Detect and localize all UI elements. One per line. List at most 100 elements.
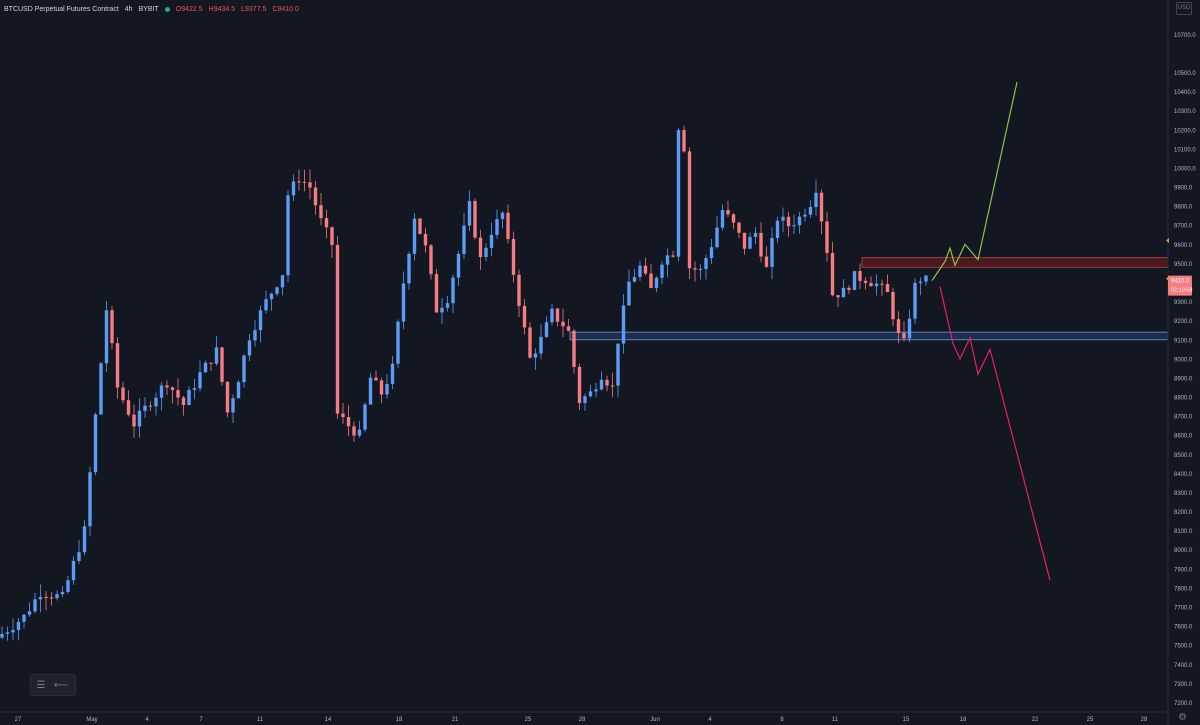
candle-body: [341, 413, 345, 418]
candle-body: [49, 597, 54, 599]
candle-body: [693, 268, 697, 270]
candle-body: [418, 218, 422, 234]
candle-body: [71, 560, 76, 581]
countdown-value: 02:10:58: [1171, 288, 1192, 294]
price-tick-label: 9200.0: [1174, 319, 1193, 325]
candle-body: [671, 255, 675, 257]
candle-body: [390, 363, 395, 384]
candle-body: [236, 382, 241, 399]
candle-body: [847, 287, 851, 290]
arrow-left-icon[interactable]: ⟵: [53, 679, 69, 691]
time-tick-label: 8: [780, 717, 784, 723]
candle-body: [33, 599, 37, 612]
candle-body: [401, 283, 406, 322]
last-price-box: [1168, 275, 1192, 296]
candle-body: [297, 181, 301, 183]
time-tick-label: 27: [15, 717, 22, 723]
candle-body: [797, 216, 802, 226]
candle-body: [698, 269, 703, 271]
price-tick-label: 9700.0: [1174, 224, 1193, 230]
candle-body: [363, 404, 367, 430]
candle-body: [841, 287, 846, 298]
candle-body: [555, 308, 560, 322]
price-tick-label: 7400.0: [1174, 663, 1193, 669]
candle-body: [55, 594, 59, 599]
price-tick-label: 8100.0: [1174, 529, 1193, 535]
time-tick-label: 14: [325, 717, 332, 723]
candle-body: [440, 307, 444, 313]
candle-body: [819, 192, 824, 222]
price-tick-label: 9900.0: [1174, 186, 1193, 192]
candle-body: [726, 210, 730, 215]
candle-body: [594, 389, 598, 392]
candle-body: [836, 295, 840, 298]
time-tick-label: 18: [396, 717, 403, 723]
price-tick-label: 9800.0: [1174, 205, 1193, 211]
candle-body: [495, 219, 499, 235]
candle-body: [522, 305, 527, 328]
price-tick-label: 7200.0: [1174, 701, 1193, 707]
candle-body: [632, 277, 637, 282]
candle-body: [462, 225, 466, 254]
time-axis: 27 May 4 7 11 14 18 21 25 28 Jun 4 8 11 15 18 22 25 28: [0, 711, 1168, 723]
candle-body: [572, 330, 576, 367]
candle-body: [660, 264, 664, 278]
candle-body: [577, 366, 582, 404]
candle-body: [115, 343, 120, 388]
candle-body: [423, 233, 428, 246]
candle-body: [500, 212, 505, 220]
candle-body: [610, 385, 615, 387]
candle-body: [385, 383, 389, 395]
candle-body: [605, 379, 609, 386]
candle-body: [104, 310, 109, 364]
candle-body: [759, 232, 763, 257]
price-tick-label: 10100.0: [1174, 147, 1196, 153]
bearish-projection-line: [939, 286, 1051, 581]
candle-body: [709, 247, 714, 259]
candle-body: [588, 391, 593, 397]
candle-body: [44, 596, 48, 598]
candle-body: [484, 247, 488, 258]
gear-icon[interactable]: ⚙: [1178, 712, 1187, 723]
candle-body: [566, 326, 571, 331]
candle-body: [874, 283, 879, 287]
time-tick-label: 21: [452, 717, 459, 723]
candle-body: [506, 212, 510, 240]
candle-body: [187, 389, 191, 406]
chart-legend: BTCUSD Perpetual Futures Contract 4h BYB…: [4, 2, 299, 16]
close-value: C9410.0: [272, 5, 299, 13]
candle-body: [869, 283, 873, 287]
candle-body: [770, 238, 774, 267]
candle-body: [346, 417, 351, 427]
candle-body: [803, 214, 807, 217]
candle-body: [181, 397, 186, 406]
candle-body: [121, 387, 125, 401]
currency-badge[interactable]: USD: [1176, 2, 1192, 15]
candle-body: [830, 253, 835, 296]
candle-body: [275, 287, 279, 294]
time-tick-label: 28: [579, 717, 586, 723]
price-tick-label: 9100.0: [1174, 338, 1193, 344]
candle-body: [720, 210, 725, 228]
candle-body: [775, 220, 780, 239]
low-value: L9377.5: [241, 5, 267, 13]
price-tick-label: 8700.0: [1174, 415, 1193, 421]
candle-body: [880, 283, 884, 285]
candle-body: [27, 611, 32, 615]
candle-body: [825, 221, 829, 254]
price-tick-label: 9300.0: [1174, 300, 1193, 306]
candle-body: [148, 405, 153, 407]
candle-body: [319, 205, 323, 219]
candle-body: [467, 201, 472, 226]
candle-body: [550, 308, 554, 323]
candle-body: [291, 181, 296, 196]
candle-body: [66, 580, 70, 592]
alert-marker-icon: [1166, 276, 1169, 282]
candle-body: [753, 232, 758, 237]
list-icon[interactable]: ☰: [36, 679, 46, 691]
candle-body: [93, 414, 98, 473]
support-zone: [569, 331, 1169, 341]
candle-body: [264, 299, 268, 311]
candle-body: [379, 380, 384, 395]
